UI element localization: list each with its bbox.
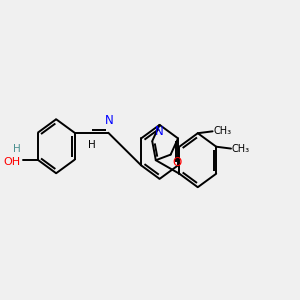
Text: CH₃: CH₃ <box>232 144 250 154</box>
Text: N: N <box>154 125 163 138</box>
Text: O: O <box>172 157 182 169</box>
Text: CH₃: CH₃ <box>213 126 231 136</box>
Text: H: H <box>13 144 21 154</box>
Text: OH: OH <box>3 157 21 166</box>
Text: N: N <box>105 115 114 128</box>
Text: H: H <box>88 140 95 149</box>
